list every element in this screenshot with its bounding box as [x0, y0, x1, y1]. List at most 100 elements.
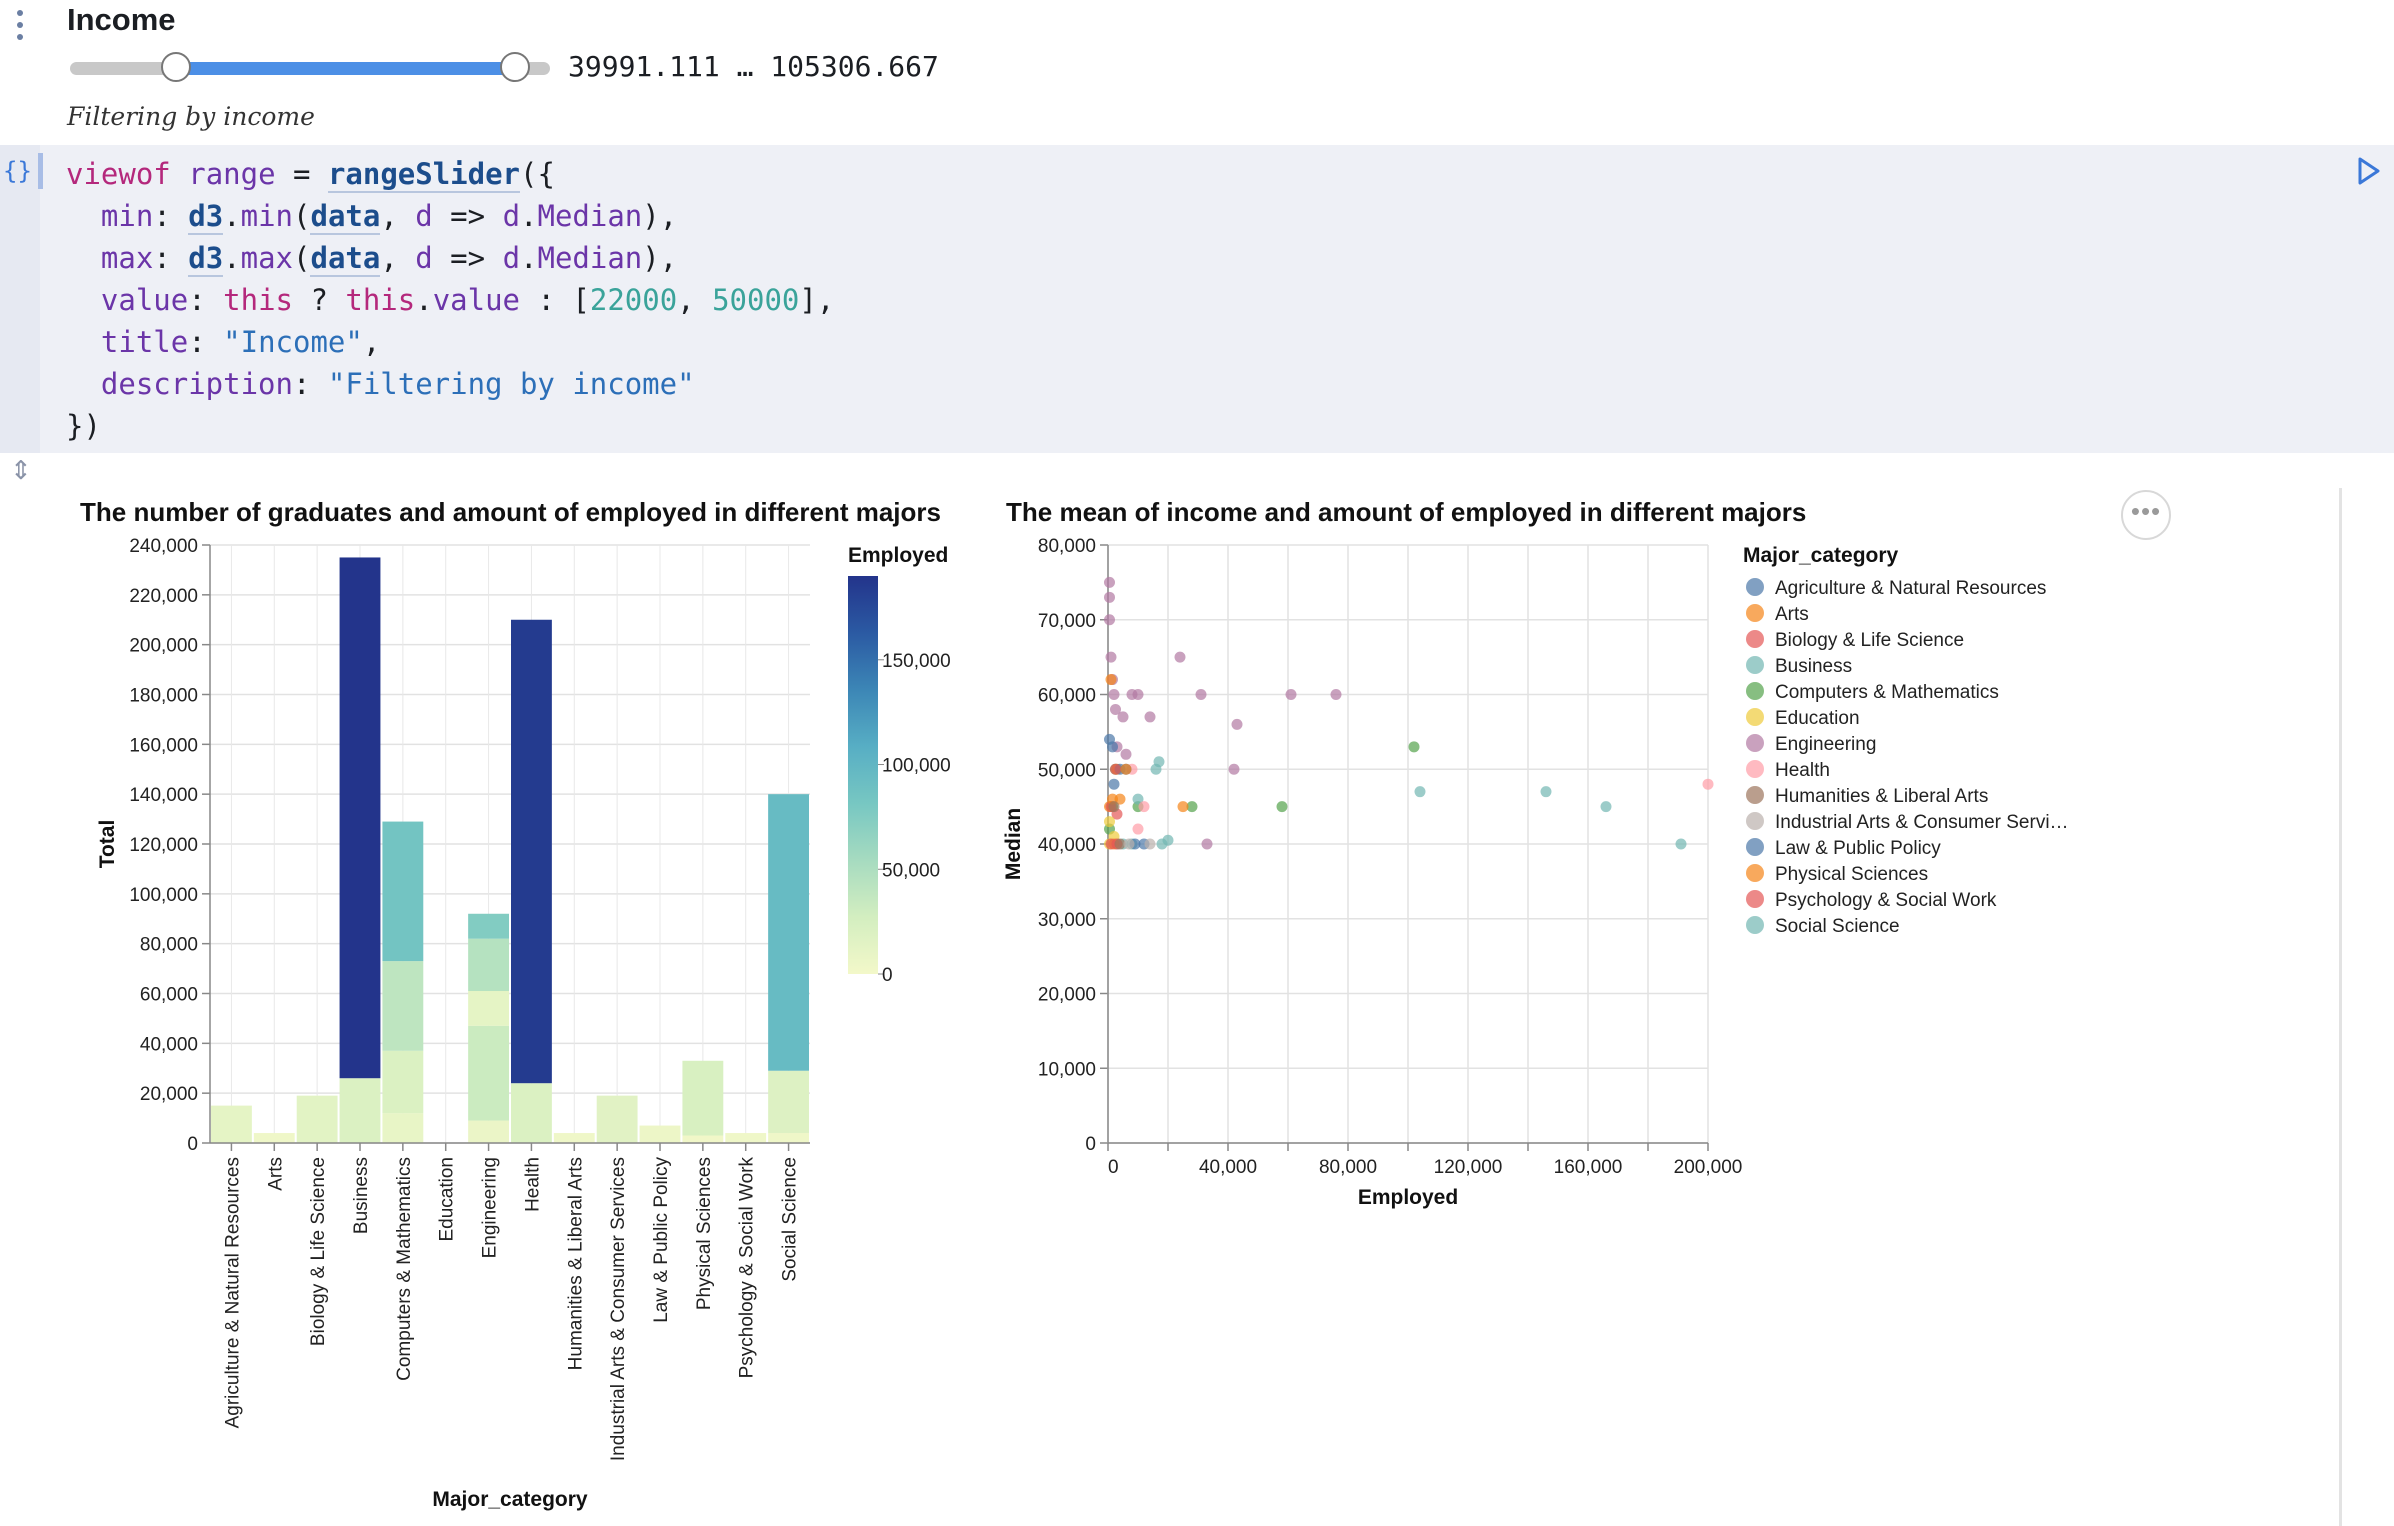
chart1-xtick-label: Humanities & Liberal Arts — [565, 1157, 586, 1370]
chart2-point — [1162, 834, 1174, 846]
chart2-point — [1107, 741, 1118, 753]
chart2-ytick-label: 40,000 — [1038, 835, 1096, 856]
chart2-point — [1120, 748, 1132, 760]
chart2-legend-symbol — [1746, 578, 1764, 596]
chart1-bar-segment — [382, 821, 424, 962]
slider-high-thumb[interactable] — [500, 52, 530, 82]
code-cell[interactable]: {} viewof range = rangeSlider({ min: d3.… — [0, 145, 2394, 453]
chart1-bar-segment — [468, 991, 509, 1026]
charts-output: The number of graduates and amount of em… — [80, 497, 2069, 1511]
code-line[interactable]: title: "Income", — [100, 325, 381, 359]
chart1-bar-segment — [682, 1135, 724, 1143]
more-horizontal-icon[interactable]: ••• — [2121, 490, 2171, 540]
collapse-arrows-icon[interactable]: ⇕ — [10, 455, 32, 485]
chart2-legend-label: Law & Public Policy — [1775, 838, 1941, 859]
chart2-point — [1174, 651, 1186, 663]
code-line[interactable]: }) — [66, 409, 101, 443]
chart2-point — [1231, 718, 1243, 730]
chart2-legend-label: Biology & Life Science — [1775, 630, 1964, 651]
chart1-bar-segment — [211, 1105, 252, 1143]
chart1-xtick-label: Agriculture & Natural Resources — [222, 1157, 243, 1428]
chart2-ytick-label: 60,000 — [1038, 686, 1096, 707]
code-line[interactable]: viewof range = rangeSlider({ — [66, 157, 555, 193]
run-triangle-icon[interactable] — [2352, 155, 2384, 187]
chart1-bar-segment — [382, 961, 424, 1051]
chart1-bar-segment — [339, 557, 381, 1079]
chart2-point — [1144, 838, 1156, 850]
chart2-legend-label: Psychology & Social Work — [1775, 890, 1997, 911]
chart2-legend-label: Humanities & Liberal Arts — [1775, 786, 1988, 807]
chart1-xtick-label: Business — [351, 1157, 372, 1234]
slider-output-cell: Income 39991.111 … 105306.667 Filtering … — [0, 0, 2394, 145]
chart1-bar-segment — [511, 619, 552, 1084]
chart1-ytick-label: 200,000 — [129, 636, 198, 657]
chart1-legend-tick-label: 50,000 — [882, 860, 940, 881]
chart2-point — [1104, 591, 1115, 603]
code-editor[interactable]: viewof range = rangeSlider({ min: d3.min… — [66, 153, 834, 447]
chart2-point — [1114, 838, 1126, 850]
chart2-point — [1104, 816, 1115, 828]
cell-focus-indicator — [38, 153, 43, 189]
chart2-legend-symbol — [1746, 682, 1764, 700]
slider-low-thumb[interactable] — [161, 52, 191, 82]
chart2-xtick-label: 120,000 — [1434, 1157, 1503, 1178]
chart2-legend-label: Business — [1775, 656, 1852, 677]
code-line[interactable]: description: "Filtering by income" — [100, 367, 695, 401]
chart2-point — [1117, 711, 1129, 723]
chart2-point — [1330, 689, 1342, 700]
vertical-dots-icon[interactable] — [10, 10, 30, 50]
chart2-xtick-label: 160,000 — [1554, 1157, 1623, 1178]
slider-description: Filtering by income — [67, 102, 315, 131]
chart2-legend-symbol — [1746, 708, 1764, 726]
chart2-point — [1110, 703, 1121, 715]
chart2-legend-label: Industrial Arts & Consumer Servi… — [1775, 812, 2069, 833]
chart1-bar-segment — [339, 1078, 381, 1143]
chart2-point — [1186, 801, 1198, 813]
chart1-legend-tick-label: 100,000 — [882, 756, 951, 777]
chart2-ytick-label: 80,000 — [1038, 536, 1096, 557]
chart2-point — [1600, 801, 1612, 813]
chart1-bar-segment — [468, 1025, 509, 1121]
chart2-legend-symbol — [1746, 838, 1764, 856]
chart2-ytick-label: 50,000 — [1038, 760, 1096, 781]
chart1-ytick-label: 100,000 — [129, 885, 198, 906]
chart2-ytick-label: 30,000 — [1038, 910, 1096, 931]
chart1-bar-segment — [382, 1050, 424, 1114]
chart1-bar-segment — [468, 913, 509, 939]
chart1-xtick-label: Computers & Mathematics — [394, 1157, 415, 1381]
chart2-point — [1138, 801, 1150, 813]
chart1-bar-segment — [553, 1133, 595, 1143]
chart1-legend-tick-label: 0 — [882, 965, 893, 986]
chart2-point — [1144, 711, 1156, 723]
chart1-ytick-label: 220,000 — [129, 586, 198, 607]
chart1-xtick-label: Industrial Arts & Consumer Services — [608, 1157, 629, 1461]
chart1-bar-segment — [768, 1133, 809, 1143]
scrollbar[interactable] — [2339, 488, 2342, 1526]
chart2-legend-symbol — [1746, 604, 1764, 622]
chart1-ytick-label: 80,000 — [140, 935, 198, 956]
code-line[interactable]: value: this ? this.value : [22000, 50000… — [100, 283, 835, 317]
chart2-legend-label: Agriculture & Natural Resources — [1775, 578, 2046, 599]
chart2-point — [1414, 786, 1426, 798]
chart2-point — [1177, 801, 1189, 813]
chart1-xtick-label: Arts — [265, 1157, 286, 1191]
slider-selected-range[interactable] — [176, 62, 515, 75]
chart2-legend-label: Social Science — [1775, 916, 1900, 937]
chart2-point — [1104, 614, 1115, 626]
code-gutter: {} — [0, 145, 40, 453]
code-line[interactable]: max: d3.max(data, d => d.Median), — [100, 241, 678, 277]
chart2-point — [1105, 674, 1117, 686]
chart2-legend-label: Physical Sciences — [1775, 864, 1928, 885]
code-line[interactable]: min: d3.min(data, d => d.Median), — [100, 199, 678, 235]
chart2-xlabel: Employed — [1358, 1186, 1458, 1209]
chart1-bar-segment — [253, 1133, 295, 1143]
chart2-point — [1105, 651, 1117, 663]
chart1-ytick-label: 140,000 — [129, 785, 198, 806]
chart1-xtick-label: Law & Public Policy — [651, 1157, 672, 1323]
chart2-legend-symbol — [1746, 786, 1764, 804]
chart1-bar-segment — [682, 1060, 724, 1136]
braces-icon[interactable]: {} — [3, 157, 32, 185]
chart2-title: The mean of income and amount of employe… — [1006, 497, 1806, 527]
chart1-ytick-label: 160,000 — [129, 735, 198, 756]
chart1-bar-segment — [596, 1095, 638, 1143]
